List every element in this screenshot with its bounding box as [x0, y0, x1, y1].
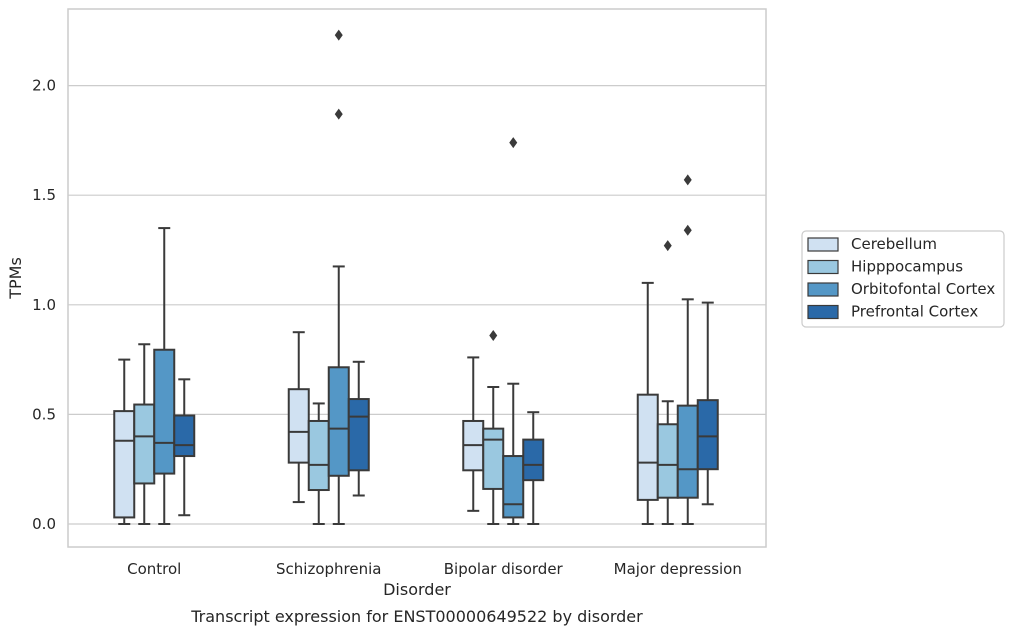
box-iqr [307, 419, 330, 492]
box-iqr [676, 404, 699, 499]
legend-item: Hipppocampus [807, 258, 963, 276]
box-iqr [173, 414, 196, 458]
box-orbitofontal-cortex [327, 29, 350, 525]
legend: Cerebellum Hipppocampus Orbitofontal Corte… [801, 230, 1005, 328]
box-iqr [696, 399, 719, 471]
x-tick-label: Control [127, 560, 181, 578]
box-hipppocampus [133, 343, 156, 525]
x-tick-label: Major depression [614, 560, 742, 578]
box-orbitofontal-cortex [676, 174, 699, 525]
outlier-point [663, 240, 672, 252]
box-prefrontal-cortex [696, 301, 719, 506]
legend-swatch [807, 282, 839, 297]
legend-label: Prefrontal Cortex [851, 303, 978, 321]
box-orbitofontal-cortex [502, 137, 525, 525]
outlier-point [683, 174, 692, 186]
box-iqr [482, 427, 505, 490]
legend-label: Hipppocampus [851, 258, 963, 276]
y-tick-label: 0.0 [32, 515, 56, 533]
box-plot-area [113, 29, 719, 525]
box-prefrontal-cortex [522, 411, 545, 525]
box-iqr [133, 403, 156, 485]
x-axis-ticks: Control Schizophrenia Bipolar disorder Majo… [127, 560, 742, 578]
y-axis-label: TPMs [6, 257, 25, 300]
box-iqr [522, 438, 545, 482]
legend-frame [801, 230, 1005, 328]
x-tick-label: Schizophrenia [276, 560, 381, 578]
box-hipppocampus [482, 329, 505, 525]
x-tick-label: Bipolar disorder [444, 560, 564, 578]
box-hipppocampus [307, 402, 330, 525]
legend-item: Orbitofontal Cortex [807, 280, 995, 298]
outlier-point [683, 224, 692, 236]
box-iqr [113, 410, 136, 519]
box-prefrontal-cortex [347, 360, 370, 497]
legend-swatch [807, 259, 839, 275]
chart-caption: Transcript expression for ENST0000064952… [190, 607, 643, 626]
box-iqr [636, 393, 659, 501]
y-tick-label: 1.0 [32, 296, 56, 314]
legend-item: Cerebellum [807, 235, 937, 253]
legend-label: Orbitofontal Cortex [851, 280, 995, 298]
box-iqr [656, 423, 679, 499]
y-tick-label: 0.5 [32, 405, 56, 423]
box-orbitofontal-cortex [153, 227, 176, 525]
box-cerebellum [462, 356, 485, 512]
box-iqr [502, 455, 525, 519]
y-tick-label: 2.0 [32, 77, 56, 95]
box-cerebellum [287, 331, 310, 504]
box-iqr [287, 388, 310, 464]
box-prefrontal-cortex [173, 378, 196, 517]
box-hipppocampus [656, 240, 679, 525]
box-cerebellum [113, 358, 136, 525]
legend-label: Cerebellum [851, 235, 937, 253]
x-axis-label: Disorder [383, 580, 451, 599]
box-iqr [153, 348, 176, 475]
outlier-point [489, 329, 498, 341]
legend-swatch [807, 304, 839, 320]
legend-item: Prefrontal Cortex [807, 303, 978, 321]
box-iqr [347, 398, 370, 472]
legend-swatch [807, 237, 839, 252]
y-axis-ticks: 0.0 0.5 1.0 1.5 2.0 [32, 77, 56, 533]
outlier-point [334, 108, 343, 120]
outlier-point [509, 137, 518, 149]
box-iqr [327, 366, 350, 477]
y-tick-label: 1.5 [32, 186, 56, 204]
outlier-point [334, 29, 343, 41]
plot-frame [67, 8, 767, 548]
box-cerebellum [636, 281, 659, 525]
